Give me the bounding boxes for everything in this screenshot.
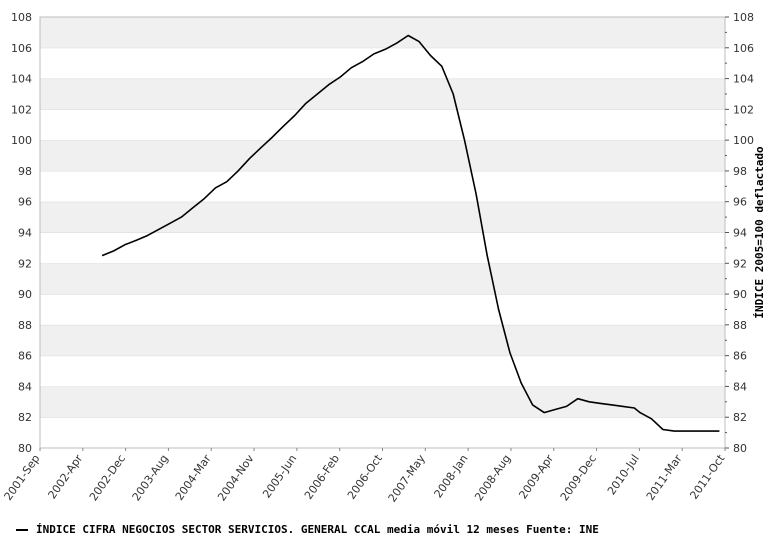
x-tick-label: 2004-Mar: [173, 452, 214, 503]
y-tick-label-right: 86: [733, 350, 747, 363]
x-tick-label: 2002-Apr: [46, 452, 86, 501]
grid-band: [40, 109, 725, 141]
legend-text: ÍNDICE CIFRA NEGOCIOS SECTOR SERVICIOS. …: [36, 523, 599, 536]
y-tick-label-left: 98: [18, 165, 32, 178]
grid-band: [40, 140, 725, 171]
legend-swatch: [16, 528, 28, 531]
x-tick-label: 2006-Feb: [302, 452, 342, 502]
y-tick-label-left: 84: [18, 380, 32, 393]
grid-band: [40, 17, 725, 48]
x-tick-label: 2002-Dec: [87, 452, 128, 503]
grid-band: [40, 201, 725, 233]
grid-band: [40, 386, 725, 418]
y-tick-label-right: 98: [733, 165, 747, 178]
grid-band: [40, 47, 725, 79]
y-tick-label-right: 102: [733, 103, 754, 116]
y-tick-label-right: 90: [733, 288, 747, 301]
grid-band: [40, 417, 725, 448]
y-tick-label-left: 102: [11, 103, 32, 116]
y-tick-label-left: 108: [11, 11, 32, 24]
x-tick-label: 2004-Nov: [215, 452, 257, 504]
y-tick-label-right: 82: [733, 411, 747, 424]
grid-band: [40, 232, 725, 264]
x-tick-label: 2009-Dec: [558, 452, 599, 503]
x-tick-label: 2007-May: [386, 452, 428, 505]
series-line: [101, 34, 720, 432]
x-tick-label: 2008-Jan: [432, 452, 471, 500]
legend: ÍNDICE CIFRA NEGOCIOS SECTOR SERVICIOS. …: [16, 523, 599, 536]
grid-band: [40, 324, 725, 356]
y-tick-label-right: 96: [733, 196, 747, 209]
grid-band: [40, 263, 725, 295]
series-group: [101, 34, 720, 432]
x-tick-label: 2003-Aug: [130, 452, 171, 503]
grid-band: [40, 355, 725, 387]
y-tick-label-right: 104: [733, 73, 754, 86]
y-tick-label-right: 80: [733, 442, 747, 455]
y-tick-label-right: 88: [733, 319, 747, 332]
y-tick-label-left: 94: [18, 227, 32, 240]
y-tick-label-left: 100: [11, 134, 32, 147]
grid-band: [40, 294, 725, 325]
y-tick-label-right: 106: [733, 42, 754, 55]
x-tick-label: 2011-Mar: [644, 452, 685, 503]
plot-bands: [40, 16, 725, 448]
y-tick-label-left: 96: [18, 196, 32, 209]
y-tick-label-right: 94: [733, 227, 747, 240]
y-tick-label-right: 84: [733, 380, 747, 393]
x-tick-label: 2010-Jul: [605, 452, 642, 497]
y-tick-label-right: 108: [733, 11, 754, 24]
grid-band: [40, 78, 725, 110]
y-tick-label-left: 82: [18, 411, 32, 424]
y-tick-label-left: 104: [11, 73, 32, 86]
x-tick-label: 2009-Apr: [516, 452, 556, 501]
grid-band: [40, 170, 725, 202]
y-tick-label-left: 92: [18, 257, 32, 270]
y-tick-label-left: 106: [11, 42, 32, 55]
x-tick-label: 2006-Oct: [345, 452, 385, 502]
y-axis-label: ÍNDICE 2005=100 deflactado: [753, 146, 766, 319]
y-tick-label-left: 90: [18, 288, 32, 301]
x-tick-label: 2005-Jun: [260, 452, 299, 500]
y-tick-label-left: 88: [18, 319, 32, 332]
y-tick-label-right: 92: [733, 257, 747, 270]
y-tick-label-right: 100: [733, 134, 754, 147]
y-tick-label-left: 86: [18, 350, 32, 363]
x-tick-label: 2011-Oct: [687, 452, 727, 502]
y-tick-label-left: 80: [18, 442, 32, 455]
x-tick-label: 2008-Aug: [472, 452, 513, 503]
x-tick-label: 2001-Sep: [2, 452, 43, 503]
